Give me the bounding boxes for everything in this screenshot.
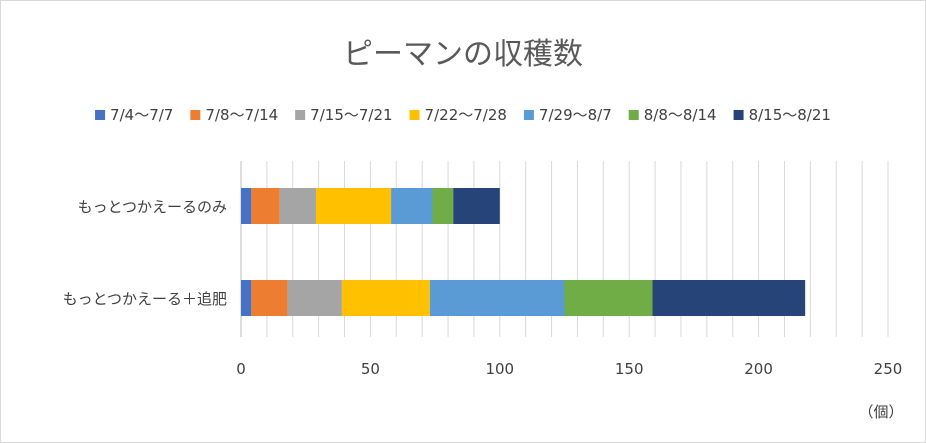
bar-segment xyxy=(453,188,500,224)
x-tick-label: 150 xyxy=(615,360,644,378)
bar-segment xyxy=(429,280,565,316)
bar-segment xyxy=(287,280,342,316)
category-label: もっとつかえーるのみ xyxy=(78,198,227,216)
legend-item: 7/8〜7/14 xyxy=(190,106,278,124)
bar-segment xyxy=(241,188,252,224)
legend-label: 7/8〜7/14 xyxy=(205,106,278,124)
bars xyxy=(241,188,806,316)
legend: 7/4〜7/7 7/8〜7/14 7/15〜7/21 7/22〜7/28 7/29〜8/… xyxy=(95,106,831,124)
x-tick-label: 100 xyxy=(485,360,514,378)
legend-label: 7/29〜8/7 xyxy=(539,106,612,124)
unit-label: （個） xyxy=(858,403,903,421)
bar-segment xyxy=(251,188,280,224)
bar-segment xyxy=(341,280,430,316)
x-tick-label: 250 xyxy=(874,360,903,378)
legend-item: 7/29〜8/7 xyxy=(523,106,612,124)
legend-label: 7/4〜7/7 xyxy=(110,106,173,124)
x-tick-label: 200 xyxy=(744,360,773,378)
bar-segment xyxy=(316,188,392,224)
legend-swatch xyxy=(190,110,201,120)
x-tick-label: 50 xyxy=(361,360,380,378)
category-label: もっとつかえーる＋追肥 xyxy=(63,290,227,308)
legend-item: 8/8〜8/14 xyxy=(628,106,717,124)
legend-swatch xyxy=(295,110,306,120)
legend-label: 7/15〜7/21 xyxy=(310,106,392,124)
legend-label: 7/22〜7/28 xyxy=(425,106,507,124)
legend-item: 8/15〜8/21 xyxy=(733,106,831,124)
legend-swatch xyxy=(95,110,106,120)
bar-segment xyxy=(432,188,454,224)
legend-swatch xyxy=(523,110,534,120)
bar-segment xyxy=(241,280,252,316)
bar-segment xyxy=(251,280,288,316)
bar-segment xyxy=(279,188,317,224)
bar-segment xyxy=(564,280,653,316)
chart-title: ピーマンの収穫数 xyxy=(343,37,583,72)
legend-swatch xyxy=(733,110,744,120)
legend-label: 8/8〜8/14 xyxy=(644,106,717,124)
legend-item: 7/4〜7/7 xyxy=(95,106,173,124)
legend-item: 7/15〜7/21 xyxy=(295,106,393,124)
legend-swatch xyxy=(628,110,639,120)
x-tick-label: 0 xyxy=(236,360,246,378)
legend-label: 8/15〜8/21 xyxy=(749,106,831,124)
legend-swatch xyxy=(409,110,420,120)
x-axis-ticks: 0 50 100 150 200 250 xyxy=(236,360,902,378)
bar-segment xyxy=(391,188,433,224)
bar-segment xyxy=(652,280,806,316)
legend-item: 7/22〜7/28 xyxy=(409,106,507,124)
